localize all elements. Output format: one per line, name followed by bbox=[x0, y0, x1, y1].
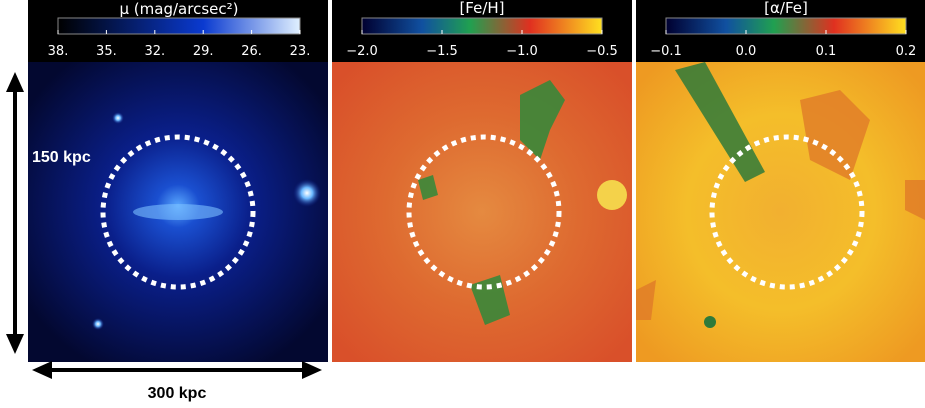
colorbar-tick-label: 29. bbox=[193, 44, 214, 59]
colorbar-tick-label: 38. bbox=[48, 44, 69, 59]
colorbar bbox=[361, 17, 603, 35]
colorbar-tick-label: 35. bbox=[96, 44, 117, 59]
dashed-circle bbox=[709, 134, 865, 290]
panel-fe-h: [Fe/H] bbox=[332, 0, 632, 362]
colorbar-tick-label: 0.2 bbox=[896, 44, 917, 59]
alpha-rich-region bbox=[636, 90, 925, 320]
colorbar-title: [α/Fe] bbox=[764, 0, 808, 17]
colorbar-tick-label: −2.0 bbox=[346, 44, 378, 59]
metal-poor-region bbox=[418, 80, 565, 325]
satellite bbox=[112, 112, 124, 124]
colorbar-tick-label: 0.0 bbox=[736, 44, 757, 59]
colorbar-tick-label: −0.5 bbox=[586, 44, 618, 59]
horizontal-scale-label: 300 kpc bbox=[148, 385, 207, 402]
colorbar-title: [Fe/H] bbox=[459, 0, 504, 17]
image bbox=[636, 62, 925, 362]
colorbar-tick-label: 23. bbox=[290, 44, 311, 59]
galaxy-disk bbox=[133, 204, 223, 220]
colorbar bbox=[665, 17, 907, 35]
colorbar-tick-label: 32. bbox=[144, 44, 165, 59]
satellite bbox=[597, 180, 627, 210]
colorbar-tick-label: −0.1 bbox=[650, 44, 682, 59]
colorbar-tick-label: 0.1 bbox=[816, 44, 837, 59]
colorbar-title: μ (mag/arcsec²) bbox=[120, 0, 239, 18]
dashed-circle bbox=[406, 134, 562, 290]
satellite bbox=[704, 316, 716, 328]
colorbar bbox=[57, 17, 301, 35]
dashed-circle bbox=[100, 134, 256, 290]
alpha-poor-stream bbox=[675, 62, 765, 182]
scale-arrows bbox=[6, 72, 322, 379]
panel-alpha-fe: [α/Fe] bbox=[636, 0, 925, 362]
panel-surface-brightness: μ (mag/arcsec²) bbox=[28, 0, 328, 362]
colorbar-tick-label: −1.5 bbox=[426, 44, 458, 59]
colorbar-tick-label: 26. bbox=[241, 44, 262, 59]
satellite bbox=[293, 179, 321, 207]
vertical-scale-label: 150 kpc bbox=[32, 149, 91, 166]
satellite bbox=[92, 318, 104, 330]
colorbar-tick-label: −1.0 bbox=[506, 44, 538, 59]
